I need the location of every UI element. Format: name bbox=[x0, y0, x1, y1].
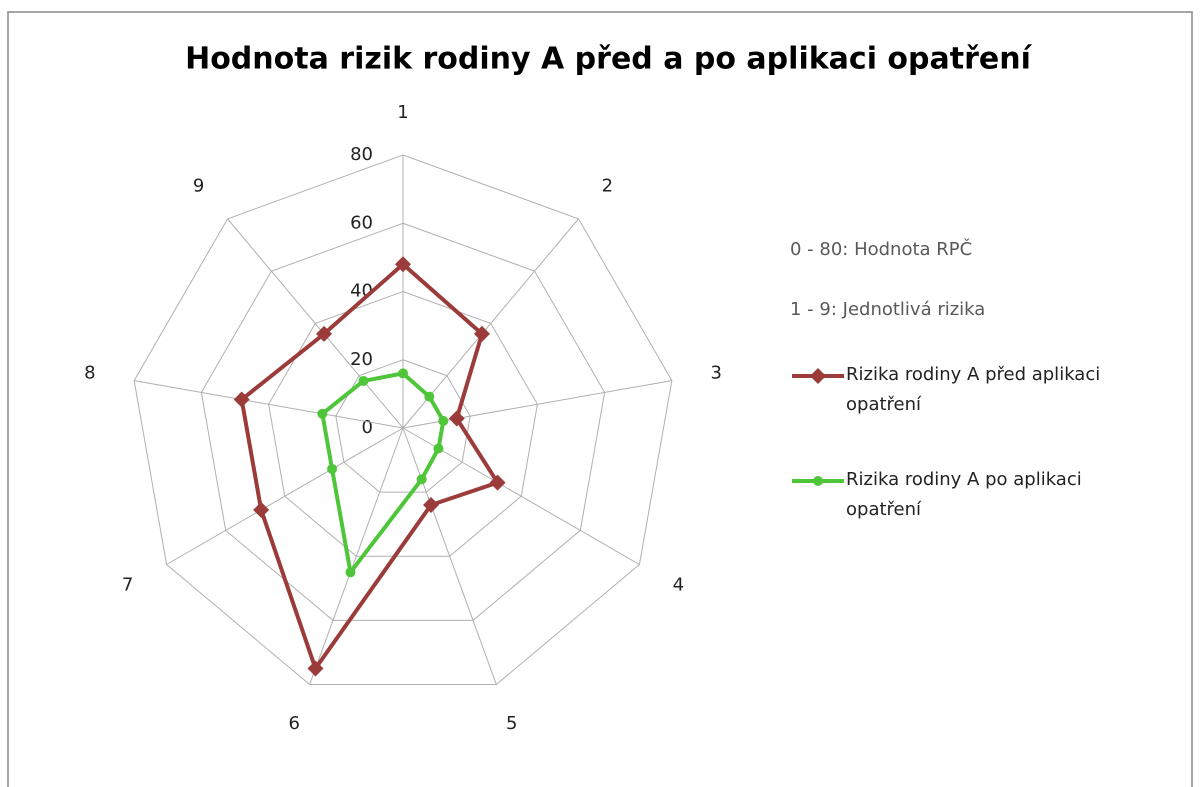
data-point bbox=[253, 501, 270, 518]
spoke bbox=[227, 218, 404, 429]
category-label: 7 bbox=[122, 575, 133, 596]
data-point bbox=[448, 410, 465, 427]
tick-label: 60 bbox=[350, 212, 373, 233]
tick-label: 20 bbox=[350, 349, 373, 370]
data-point bbox=[395, 256, 411, 273]
series-line bbox=[320, 371, 446, 575]
data-point bbox=[423, 496, 440, 513]
series-line bbox=[239, 262, 500, 671]
legend-swatch bbox=[792, 368, 844, 384]
category-label: 2 bbox=[602, 176, 613, 197]
data-point bbox=[433, 443, 444, 454]
legend-swatch bbox=[792, 476, 844, 486]
tick-label: 80 bbox=[350, 144, 373, 165]
legend: 0 - 80: Hodnota RPČ 1 - 9: Jednotlivá ri… bbox=[790, 230, 1150, 560]
category-label: 3 bbox=[710, 362, 721, 383]
data-point bbox=[317, 408, 328, 419]
chart-frame bbox=[7, 11, 1193, 787]
legend-marker bbox=[813, 476, 823, 486]
data-point bbox=[489, 474, 506, 491]
data-point bbox=[416, 474, 427, 485]
data-point bbox=[307, 660, 324, 677]
tick-label: 0 bbox=[362, 417, 373, 438]
annotation: 0 - 80: Hodnota RPČ bbox=[790, 239, 973, 260]
category-label: 1 bbox=[397, 102, 408, 123]
legend-label: Rizika rodiny A před aplikaci opatření bbox=[846, 364, 1101, 415]
data-point bbox=[438, 415, 449, 426]
data-point bbox=[316, 325, 333, 342]
data-point bbox=[233, 391, 250, 408]
data-point bbox=[358, 375, 369, 386]
category-label: 4 bbox=[673, 575, 684, 596]
spoke bbox=[309, 427, 404, 685]
category-label: 5 bbox=[506, 713, 517, 734]
spoke bbox=[166, 427, 404, 565]
legend-label: Rizika rodiny A po aplikaci opatření bbox=[846, 469, 1082, 520]
data-point bbox=[345, 567, 356, 578]
grid-ring bbox=[268, 290, 538, 557]
data-point bbox=[327, 463, 338, 474]
spoke bbox=[134, 380, 404, 429]
legend-marker bbox=[810, 368, 826, 384]
chart-title: Hodnota rizik rodiny A před a po aplikac… bbox=[185, 42, 1033, 77]
category-label: 8 bbox=[84, 362, 95, 383]
data-point bbox=[398, 368, 408, 379]
data-point bbox=[473, 325, 490, 342]
grid-ring bbox=[200, 222, 606, 621]
grid-ring bbox=[133, 154, 673, 686]
annotation: 1 - 9: Jednotlivá rizika bbox=[790, 299, 986, 320]
category-label: 9 bbox=[193, 176, 204, 197]
legend-entry: Rizika rodiny A po aplikaci opatření bbox=[790, 465, 1150, 560]
category-label: 6 bbox=[289, 713, 300, 734]
data-point bbox=[424, 391, 435, 402]
spoke bbox=[402, 427, 497, 685]
legend-entry: Rizika rodiny A před aplikaci opatření bbox=[790, 360, 1150, 455]
